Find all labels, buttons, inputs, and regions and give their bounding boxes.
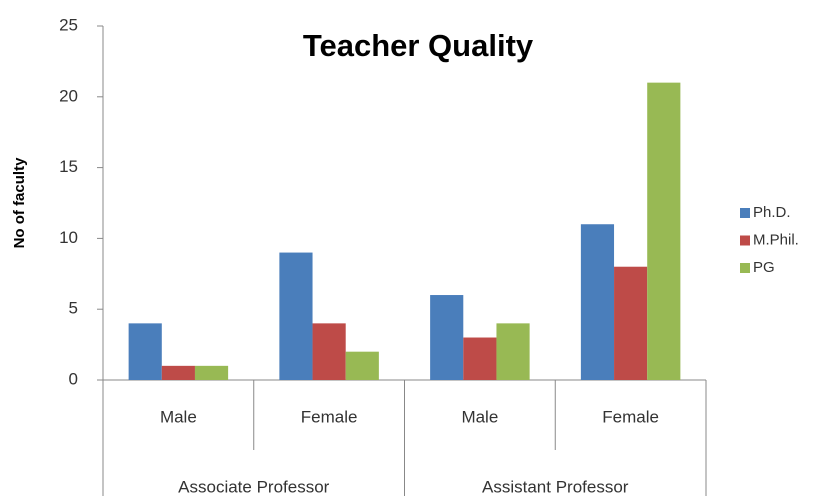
- y-tick-label: 15: [59, 157, 78, 176]
- legend-label: Ph.D.: [753, 204, 791, 221]
- legend-label: PG: [753, 259, 775, 276]
- bar: [430, 295, 464, 380]
- y-tick-label: 0: [69, 369, 78, 388]
- bar: [463, 337, 497, 380]
- x-tick-label: Male: [160, 407, 197, 426]
- bar: [194, 365, 229, 380]
- bar: [614, 266, 648, 380]
- legend-label: M.Phil.: [753, 231, 799, 248]
- x-tick-label: Male: [461, 407, 498, 426]
- y-tick-label: 10: [59, 228, 78, 247]
- y-axis-label: No of faculty: [11, 157, 28, 248]
- legend-swatch: [740, 235, 750, 246]
- bar: [647, 82, 681, 380]
- legend-swatch: [740, 263, 750, 273]
- bar: [496, 323, 530, 380]
- bar: [128, 323, 162, 380]
- x-tick-label: Female: [602, 407, 659, 426]
- y-tick-label: 5: [69, 299, 78, 318]
- y-tick-label: 20: [59, 86, 78, 105]
- chart-title: Teacher Quality: [303, 28, 534, 63]
- bar: [345, 351, 379, 380]
- bar: [161, 365, 195, 380]
- y-tick-label: 25: [59, 15, 78, 34]
- bar: [580, 224, 615, 380]
- group-label: Associate Professor: [178, 477, 330, 496]
- bar: [279, 252, 313, 380]
- legend-swatch: [740, 208, 750, 218]
- group-label: Assistant Professor: [482, 477, 629, 496]
- bar: [312, 323, 346, 380]
- x-tick-label: Female: [301, 407, 358, 426]
